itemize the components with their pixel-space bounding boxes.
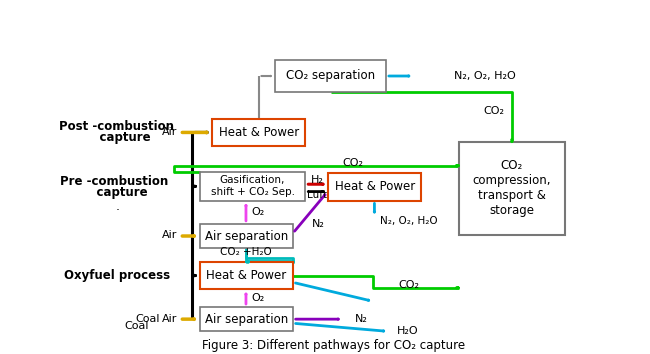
Text: Gasification,
shift + CO₂ Sep.: Gasification, shift + CO₂ Sep. [211, 176, 294, 197]
Text: capture: capture [83, 131, 150, 144]
FancyBboxPatch shape [200, 224, 292, 248]
Text: Heat & Power: Heat & Power [206, 269, 287, 282]
Text: Air: Air [162, 230, 177, 240]
Text: Figure 3: Different pathways for CO₂ capture: Figure 3: Different pathways for CO₂ cap… [202, 338, 465, 352]
Text: Heat & Power: Heat & Power [218, 126, 299, 139]
Text: CO₂
compression,
transport &
storage: CO₂ compression, transport & storage [473, 159, 551, 217]
Text: Coal: Coal [135, 314, 160, 324]
Text: N₂: N₂ [311, 219, 324, 229]
Text: Air separation: Air separation [205, 229, 288, 242]
FancyBboxPatch shape [328, 173, 421, 201]
Text: Luft: Luft [307, 190, 327, 200]
Text: CO₂: CO₂ [398, 280, 419, 290]
Text: CO₂: CO₂ [343, 158, 364, 168]
Text: O₂: O₂ [251, 293, 264, 303]
Text: Pre -combustion: Pre -combustion [60, 175, 168, 188]
Text: CO₂ separation: CO₂ separation [286, 69, 375, 82]
Text: capture: capture [80, 186, 148, 199]
Text: CO₂: CO₂ [484, 105, 505, 116]
Text: N₂, O₂, H₂O: N₂, O₂, H₂O [380, 216, 437, 226]
FancyBboxPatch shape [459, 142, 565, 235]
Text: N₂, O₂, H₂O: N₂, O₂, H₂O [454, 71, 516, 81]
FancyBboxPatch shape [212, 119, 306, 146]
Text: Heat & Power: Heat & Power [335, 181, 415, 193]
Text: .: . [116, 200, 120, 212]
FancyBboxPatch shape [200, 307, 292, 331]
Text: CO₂ +H₂O: CO₂ +H₂O [220, 247, 272, 257]
Text: Air: Air [162, 127, 177, 137]
Text: O₂: O₂ [251, 207, 264, 217]
Text: H₂: H₂ [311, 175, 324, 185]
Text: N₂: N₂ [354, 314, 367, 324]
Text: Air: Air [162, 314, 177, 324]
FancyBboxPatch shape [200, 262, 292, 289]
FancyBboxPatch shape [275, 60, 386, 92]
Text: Oxyfuel process: Oxyfuel process [64, 269, 170, 282]
Text: Air separation: Air separation [205, 313, 288, 326]
FancyBboxPatch shape [200, 172, 306, 201]
Text: H₂O: H₂O [397, 326, 419, 336]
Text: Post -combustion: Post -combustion [59, 120, 174, 133]
Text: Coal: Coal [124, 321, 149, 331]
